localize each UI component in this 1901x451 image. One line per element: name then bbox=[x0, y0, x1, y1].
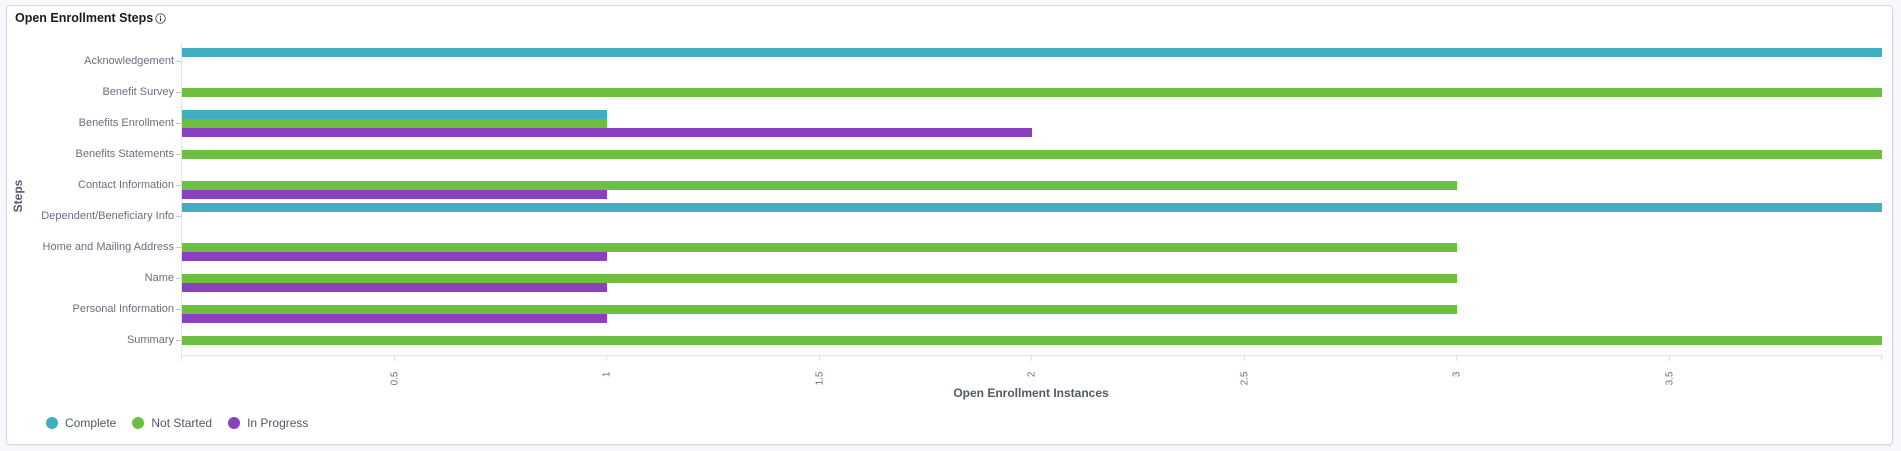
y-axis-title: Steps bbox=[11, 179, 25, 213]
x-tick-label: 2 bbox=[1026, 371, 1038, 378]
x-tick-label: 0.5 bbox=[389, 371, 401, 386]
y-tick-label: Benefits Enrollment bbox=[78, 117, 174, 129]
y-tick-label: Acknowledgement bbox=[84, 55, 174, 67]
y-tick-label: Home and Mailing Address bbox=[42, 241, 174, 253]
panel-title: Open Enrollment Steps bbox=[15, 11, 166, 25]
x-tick bbox=[394, 355, 395, 361]
x-axis-line bbox=[181, 355, 1883, 356]
y-tick bbox=[176, 154, 181, 155]
y-tick-label: Contact Information bbox=[78, 179, 174, 191]
x-tick-label: 3.5 bbox=[1664, 371, 1676, 386]
x-tick-label: 1.5 bbox=[814, 371, 826, 386]
x-tick bbox=[1881, 355, 1882, 361]
y-tick bbox=[176, 92, 181, 93]
y-tick bbox=[176, 309, 181, 310]
x-tick bbox=[1669, 355, 1670, 361]
x-tick bbox=[819, 355, 820, 361]
y-tick-label: Benefit Survey bbox=[102, 86, 174, 98]
info-circle-icon[interactable] bbox=[155, 12, 166, 24]
y-tick bbox=[176, 61, 181, 62]
x-tick bbox=[181, 355, 182, 361]
y-tick bbox=[176, 247, 181, 248]
legend-item-in-progress[interactable]: In Progress bbox=[228, 416, 308, 430]
y-tick-label: Name bbox=[144, 272, 174, 284]
bar-not-started[interactable] bbox=[182, 305, 1457, 314]
x-tick bbox=[1031, 355, 1032, 361]
bar-not-started[interactable] bbox=[182, 88, 1882, 97]
y-axis-line bbox=[181, 43, 182, 356]
legend-item-not-started[interactable]: Not Started bbox=[132, 416, 212, 430]
y-tick-label: Dependent/Beneficiary Info bbox=[41, 210, 174, 222]
bar-in-progress[interactable] bbox=[182, 283, 607, 292]
bar-in-progress[interactable] bbox=[182, 252, 607, 261]
legend-dot-icon bbox=[132, 417, 145, 429]
x-tick bbox=[606, 355, 607, 361]
bar-not-started[interactable] bbox=[182, 336, 1882, 345]
bar-complete[interactable] bbox=[182, 48, 1882, 57]
x-tick-label: 1 bbox=[601, 371, 613, 378]
x-tick-label: 3 bbox=[1451, 371, 1463, 378]
x-tick bbox=[1456, 355, 1457, 361]
bar-in-progress[interactable] bbox=[182, 128, 1032, 137]
x-tick-label: 2.5 bbox=[1239, 371, 1251, 386]
legend-label: Not Started bbox=[151, 416, 213, 430]
bar-not-started[interactable] bbox=[182, 243, 1457, 252]
legend-dot-icon bbox=[46, 417, 58, 429]
y-tick bbox=[176, 123, 181, 124]
chart-panel bbox=[6, 5, 1893, 445]
legend-dot-icon bbox=[228, 417, 241, 429]
bar-complete[interactable] bbox=[182, 203, 1882, 212]
y-tick-label: Personal Information bbox=[72, 303, 175, 315]
y-tick-label: Benefits Statements bbox=[75, 148, 174, 160]
y-tick bbox=[176, 216, 181, 217]
bar-not-started[interactable] bbox=[182, 181, 1457, 190]
bar-not-started[interactable] bbox=[182, 119, 607, 128]
chart-legend: Complete Not Started In Progress bbox=[46, 416, 308, 430]
legend-label: Complete bbox=[65, 416, 117, 430]
x-axis-title: Open Enrollment Instances bbox=[953, 386, 1109, 400]
panel-title-text: Open Enrollment Steps bbox=[15, 11, 154, 25]
bar-in-progress[interactable] bbox=[182, 314, 607, 323]
y-tick bbox=[176, 278, 181, 279]
y-tick bbox=[176, 340, 181, 341]
bar-in-progress[interactable] bbox=[182, 190, 607, 199]
y-tick bbox=[176, 185, 181, 186]
bar-not-started[interactable] bbox=[182, 150, 1882, 159]
legend-item-complete[interactable]: Complete bbox=[46, 416, 116, 430]
bar-complete[interactable] bbox=[182, 110, 607, 119]
bar-not-started[interactable] bbox=[182, 274, 1457, 283]
y-tick-label: Summary bbox=[126, 334, 174, 346]
legend-label: In Progress bbox=[247, 416, 309, 430]
x-tick bbox=[1244, 355, 1245, 361]
